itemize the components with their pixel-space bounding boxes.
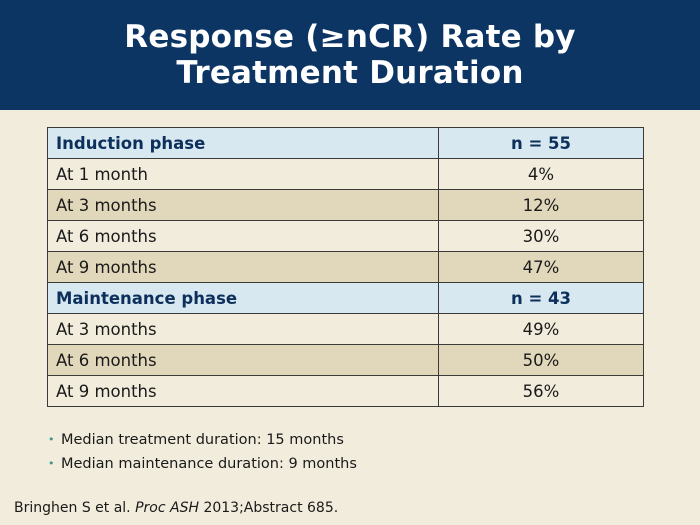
row-label: At 3 months bbox=[47, 189, 439, 221]
bullet-item: • Median maintenance duration: 9 months bbox=[48, 452, 357, 476]
bullet-dot-icon: • bbox=[48, 433, 55, 446]
section-n: n = 43 bbox=[438, 282, 644, 314]
row-value: 4% bbox=[438, 158, 644, 190]
table-row: At 3 months 49% bbox=[47, 313, 644, 345]
citation-journal: Proc ASH bbox=[135, 500, 199, 516]
slide-title-line2: Treatment Duration bbox=[176, 55, 524, 91]
bullet-item: • Median treatment duration: 15 months bbox=[48, 428, 357, 452]
citation-details: 2013;Abstract 685. bbox=[203, 500, 339, 516]
table-row: At 6 months 50% bbox=[47, 344, 644, 376]
table-row: At 1 month 4% bbox=[47, 158, 644, 190]
slide-title-line1: Response (≥nCR) Rate by bbox=[124, 19, 576, 55]
slide-header: Response (≥nCR) Rate by Treatment Durati… bbox=[0, 0, 700, 110]
row-label: At 6 months bbox=[47, 220, 439, 252]
table-section-header: Induction phase n = 55 bbox=[47, 127, 644, 159]
row-value: 56% bbox=[438, 375, 644, 407]
row-label: At 9 months bbox=[47, 375, 439, 407]
row-label: At 9 months bbox=[47, 251, 439, 283]
section-n: n = 55 bbox=[438, 127, 644, 159]
table-row: At 6 months 30% bbox=[47, 220, 644, 252]
bullet-list: • Median treatment duration: 15 months •… bbox=[48, 428, 357, 476]
row-label: At 3 months bbox=[47, 313, 439, 345]
bullet-text: Median maintenance duration: 9 months bbox=[61, 456, 357, 472]
row-label: At 1 month bbox=[47, 158, 439, 190]
bullet-text: Median treatment duration: 15 months bbox=[61, 432, 344, 448]
row-value: 30% bbox=[438, 220, 644, 252]
table-row: At 9 months 47% bbox=[47, 251, 644, 283]
table-row: At 3 months 12% bbox=[47, 189, 644, 221]
section-label: Maintenance phase bbox=[47, 282, 439, 314]
row-value: 49% bbox=[438, 313, 644, 345]
response-rate-table: Induction phase n = 55 At 1 month 4% At … bbox=[47, 127, 644, 407]
citation: Bringhen S et al. Proc ASH 2013;Abstract… bbox=[14, 500, 338, 516]
table-section-header: Maintenance phase n = 43 bbox=[47, 282, 644, 314]
table-row: At 9 months 56% bbox=[47, 375, 644, 407]
row-value: 12% bbox=[438, 189, 644, 221]
bullet-dot-icon: • bbox=[48, 457, 55, 470]
citation-authors: Bringhen S et al. bbox=[14, 500, 131, 516]
row-value: 47% bbox=[438, 251, 644, 283]
section-label: Induction phase bbox=[47, 127, 439, 159]
row-value: 50% bbox=[438, 344, 644, 376]
row-label: At 6 months bbox=[47, 344, 439, 376]
